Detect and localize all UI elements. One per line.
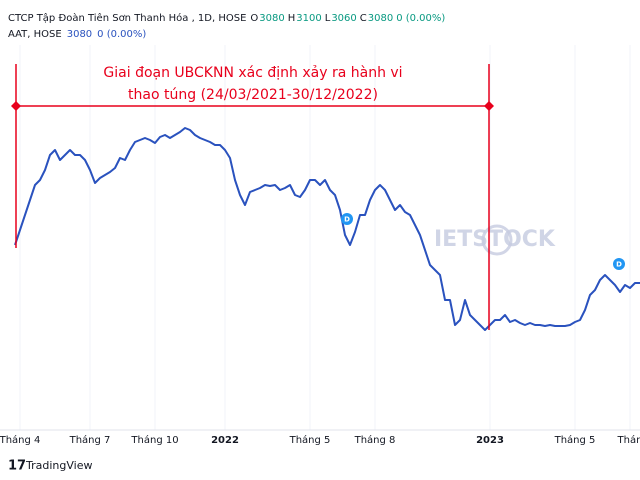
chart-title: CTCP Tập Đoàn Tiên Sơn Thanh Hóa , 1D, H… <box>8 12 246 24</box>
dividend-label: D <box>344 216 350 224</box>
x-tick-label: Thán <box>617 434 640 446</box>
x-tick-label: Tháng 5 <box>554 434 596 446</box>
legend-entry: AAT, HOSE <box>8 29 62 40</box>
x-tick-label: Tháng 4 <box>0 434 40 446</box>
arrow-head <box>484 101 494 111</box>
x-tick-label: Tháng 10 <box>130 434 178 446</box>
legend-change: 0 (0.00%) <box>97 29 146 40</box>
arrow-head <box>11 101 21 111</box>
footer: TradingView <box>25 459 92 472</box>
x-tick-label: 2023 <box>476 435 504 446</box>
x-tick-label: 2022 <box>211 435 239 446</box>
x-tick-label: Tháng 5 <box>289 434 331 446</box>
watermark-logo <box>481 224 513 256</box>
ohlc-value: 3060 <box>331 13 356 24</box>
x-tick-label: Tháng 8 <box>354 434 396 446</box>
grid <box>19 45 631 430</box>
legend-last: 3080 <box>67 29 92 40</box>
dividend-marker <box>341 213 353 225</box>
ohlc-label: L <box>325 13 331 24</box>
ohlc-value: 3080 <box>368 13 393 24</box>
ohlc-value: 3080 <box>259 13 284 24</box>
annotation: thao túng (24/03/2021-30/12/2022) <box>128 87 378 103</box>
annotation: Giai đoạn UBCKNN xác định xảy ra hành vi <box>103 65 402 81</box>
ohlc-label: O <box>250 13 258 24</box>
x-tick-label: Tháng 7 <box>69 434 111 446</box>
watermark: IETSTOCK <box>434 227 556 252</box>
tv-logo: 17 <box>8 459 26 474</box>
price-line <box>14 127 640 331</box>
ohlc-value: 3100 <box>296 13 321 24</box>
change: 0 (0.00%) <box>396 13 445 24</box>
ohlc-label: H <box>288 13 296 24</box>
dividend-label: D <box>616 261 622 269</box>
header: CTCP Tập Đoàn Tiên Sơn Thanh Hóa , 1D, H… <box>8 12 445 40</box>
ohlc-label: C <box>360 13 367 24</box>
dividend-marker <box>613 258 625 270</box>
